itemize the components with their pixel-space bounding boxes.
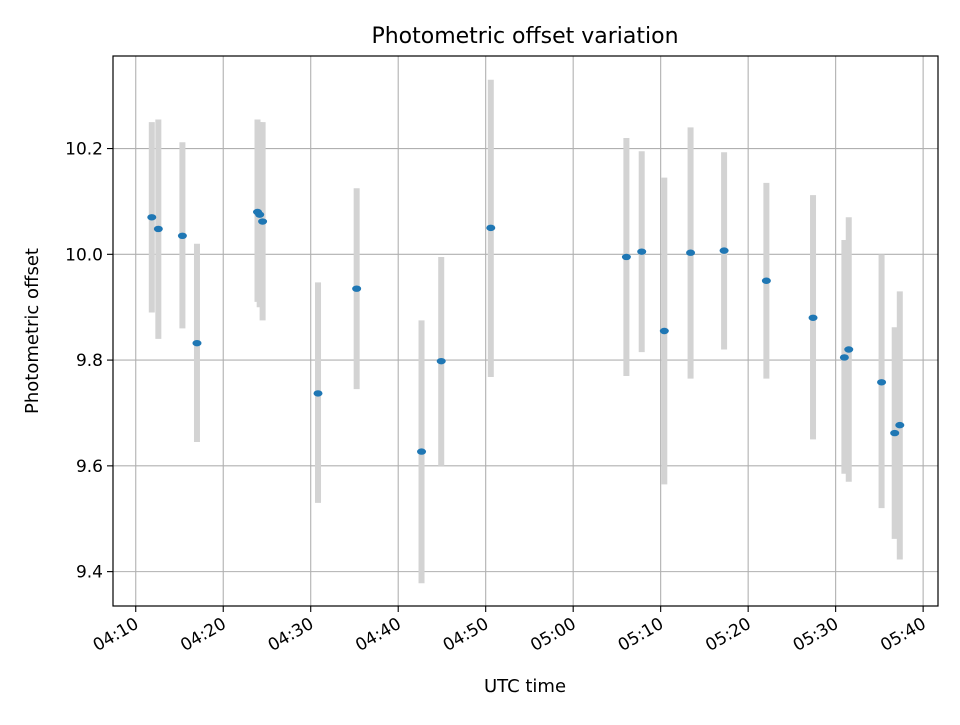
data-point [621,253,631,261]
y-tick-label: 10.2 [65,140,103,160]
y-tick-label: 10.0 [65,245,103,265]
data-point [895,421,905,429]
data-point [177,232,187,240]
data-point [486,224,496,232]
chart-title: Photometric offset variation [371,24,678,49]
data-point [147,214,157,221]
x-axis-label: UTC time [484,676,566,697]
y-tick-label: 9.4 [76,563,103,583]
data-points [147,208,905,455]
data-point [313,390,323,397]
y-tick-label: 9.6 [76,457,103,477]
data-point [844,346,854,353]
data-point [890,429,900,437]
data-point [637,248,647,255]
y-tick-label: 9.8 [76,351,103,371]
data-point [255,211,265,218]
data-point [258,218,268,225]
data-point [761,277,771,284]
data-point [808,314,818,321]
data-point [877,379,887,386]
data-point [686,249,696,256]
data-point [153,225,163,233]
data-point [192,339,202,347]
data-point [719,247,729,254]
grid [113,56,938,606]
plot-area-frame [112,55,939,607]
data-point [839,354,849,361]
y-axis-ticks: 9.4 9.6 9.8 10.0 10.2 [65,140,113,583]
y-axis-label: Photometric offset [22,248,43,414]
data-point [352,285,362,292]
data-point [659,327,669,335]
data-point [436,357,446,365]
data-point [417,448,427,455]
